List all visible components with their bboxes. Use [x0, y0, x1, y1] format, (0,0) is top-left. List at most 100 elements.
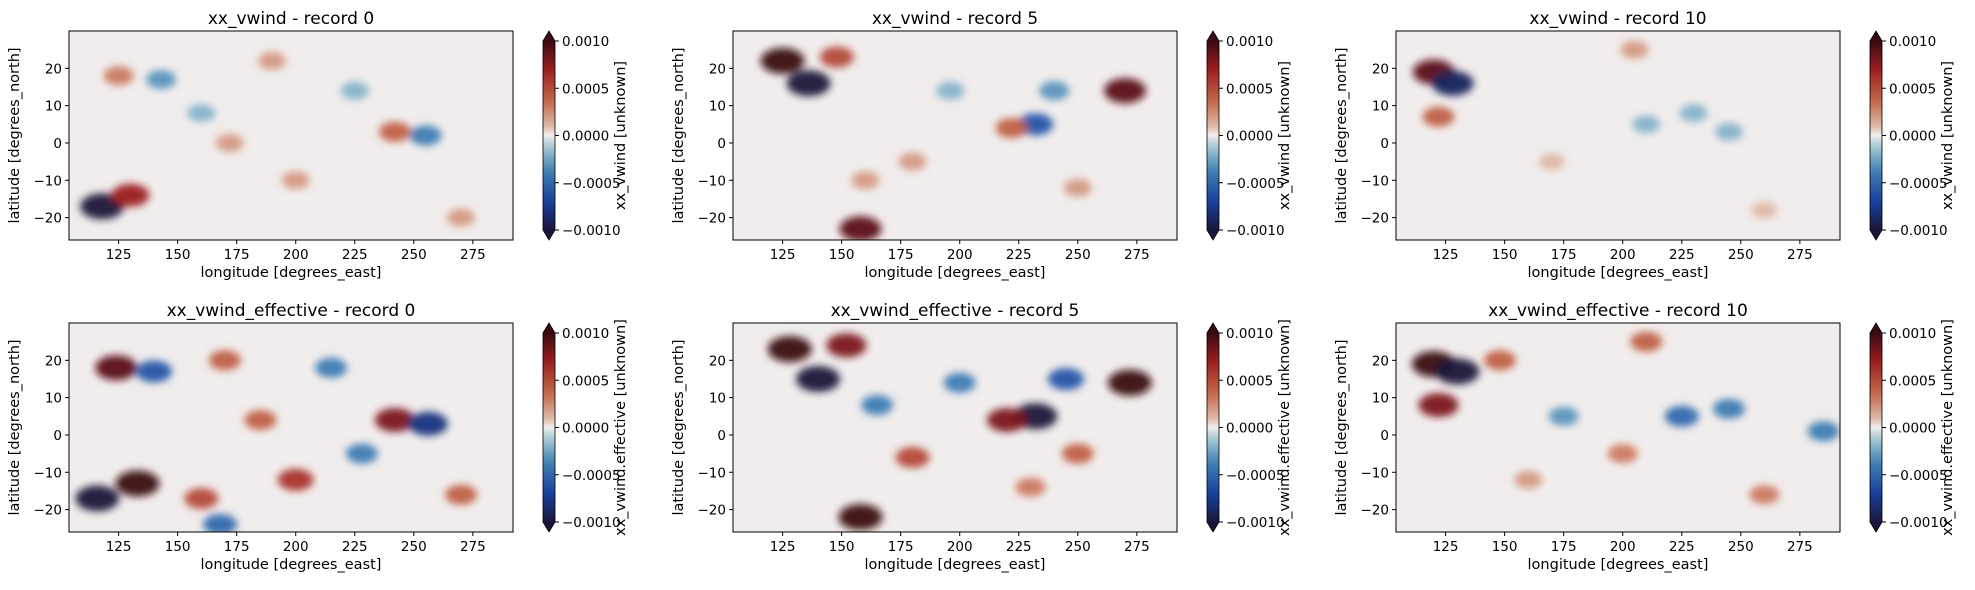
heatmap-feature-8 — [277, 468, 314, 491]
y-axis-label: latitude [degrees_north] — [1334, 339, 1350, 515]
colorbar-tick-label: 0.0000 — [1889, 129, 1936, 145]
heatmap-feature-12 — [1015, 477, 1046, 497]
x-tick-label: 250 — [1065, 247, 1091, 263]
heatmap-feature-5 — [1630, 331, 1663, 352]
y-axis-label: latitude [degrees_north] — [1334, 47, 1350, 223]
y-axis-label: latitude [degrees_north] — [671, 339, 687, 515]
heatmap-feature-2 — [95, 355, 138, 381]
colorbar-extend-max — [543, 31, 555, 41]
y-tick-label: −10 — [698, 173, 727, 189]
heatmap-feature-7 — [1807, 421, 1840, 442]
plot-frame — [1395, 322, 1841, 533]
x-axis-label: longitude [degrees_east] — [865, 557, 1046, 573]
y-tick-label: −20 — [698, 211, 727, 227]
heatmap-feature-3 — [838, 504, 883, 531]
heatmap-feature-5 — [409, 125, 442, 146]
plot-frame — [732, 322, 1178, 533]
heatmap-feature-7 — [1538, 153, 1565, 171]
y-tick-label: 0 — [1380, 136, 1389, 152]
heatmap-feature-3 — [136, 360, 172, 383]
colorbar-tick-label: −0.0010 — [1226, 515, 1285, 531]
colorbar-gradient — [543, 41, 555, 230]
x-tick-label: 200 — [1610, 247, 1636, 263]
colorbar-tick-label: 0.0005 — [1889, 373, 1936, 389]
heatmap-feature-2 — [819, 46, 854, 68]
x-tick-label: 150 — [165, 539, 191, 555]
colorbar: 0.0010 0.0005 0.0000 −0.0005 −0.0010xx_vwind… — [1869, 319, 1956, 536]
colorbar-gradient — [543, 333, 555, 522]
x-tick-label: 275 — [1124, 247, 1150, 263]
x-tick-label: 125 — [1433, 539, 1459, 555]
heatmap-feature-9 — [187, 104, 216, 123]
colorbar-tick-label: −0.0005 — [1226, 176, 1285, 192]
heatmap-feature-6 — [1715, 122, 1743, 141]
y-tick-label: 20 — [1372, 61, 1389, 77]
heatmap-feature-3 — [146, 70, 177, 89]
x-tick-label: 225 — [1006, 539, 1032, 555]
colorbar-extend-min — [543, 522, 555, 532]
heatmap-feature-6 — [374, 408, 415, 432]
colorbar-label: xx_vwind.effective [unknown] — [613, 319, 629, 536]
colorbar-extend-max — [1207, 31, 1219, 41]
colorbar-tick-label: 0.0005 — [1889, 81, 1936, 97]
x-tick-label: 200 — [1610, 539, 1636, 555]
heatmap-feature-6 — [995, 118, 1028, 138]
x-tick-label: 125 — [770, 247, 796, 263]
y-tick-label: −10 — [698, 465, 727, 481]
colorbar-extend-max — [1870, 31, 1882, 41]
y-tick-label: 0 — [717, 428, 726, 444]
x-tick-label: 275 — [460, 247, 486, 263]
heatmap-feature-4 — [1664, 405, 1699, 427]
colorbar-tick-label: −0.0005 — [1226, 468, 1285, 484]
panel-2: 125 150 175 200 225 250 275 20 10 0 −10 −20 xx_vwind… — [1334, 9, 1956, 281]
colorbar-gradient — [1207, 41, 1219, 230]
heatmap-feature-9 — [315, 357, 348, 378]
y-tick-label: 0 — [717, 136, 726, 152]
x-tick-label: 225 — [1669, 247, 1695, 263]
heatmap-feature-3 — [1483, 350, 1516, 371]
heatmap-feature-0 — [760, 47, 805, 74]
y-tick-label: −20 — [34, 503, 63, 519]
heatmap-feature-1 — [1435, 358, 1480, 385]
heatmap-feature-1 — [111, 183, 150, 207]
heatmap-feature-7 — [281, 171, 310, 190]
x-tick-label: 125 — [106, 539, 132, 555]
x-tick-label: 250 — [1728, 539, 1754, 555]
heatmap-background — [69, 31, 513, 240]
heatmap-feature-4 — [1104, 78, 1146, 104]
heatmap-feature-2 — [103, 66, 134, 86]
y-tick-label: 10 — [45, 391, 62, 407]
heatmap-feature-11 — [258, 51, 287, 70]
y-tick-label: −20 — [1361, 211, 1390, 227]
plot-frame — [732, 30, 1178, 241]
heatmap-feature-9 — [943, 372, 976, 393]
heatmap-feature-6 — [1713, 398, 1745, 419]
plot-frame — [68, 322, 514, 533]
colorbar-tick-label: −0.0010 — [1889, 515, 1948, 531]
heatmap-feature-10 — [1749, 485, 1780, 505]
heatmap-feature-2 — [1422, 106, 1455, 127]
colorbar-tick-label: 0.0005 — [562, 81, 609, 97]
colorbar-extend-min — [543, 230, 555, 240]
heatmap-feature-7 — [1048, 368, 1084, 390]
chart-title: xx_vwind - record 10 — [1529, 9, 1706, 29]
y-tick-label: 20 — [709, 353, 726, 369]
heatmap-feature-1 — [1431, 70, 1474, 96]
colorbar-tick-label: 0.0010 — [1226, 34, 1273, 50]
colorbar-tick-label: 0.0000 — [562, 421, 609, 437]
panel-1: 125 150 175 200 225 250 275 20 10 0 −10 −20 xx_vwind… — [671, 9, 1293, 281]
y-tick-label: 20 — [45, 353, 62, 369]
colorbar-tick-label: 0.0005 — [562, 373, 609, 389]
chart-title: xx_vwind_effective - record 10 — [1488, 301, 1748, 321]
colorbar-tick-label: 0.0010 — [1889, 34, 1936, 50]
heatmap-background — [733, 323, 1177, 532]
colorbar-extend-min — [1870, 522, 1882, 532]
panel-0: 125 150 175 200 225 250 275 20 10 0 −10 −20 xx_vwind… — [7, 9, 629, 281]
heatmap-feature-11 — [1063, 178, 1092, 197]
heatmap-feature-4 — [1679, 104, 1708, 123]
x-tick-label: 275 — [1787, 539, 1813, 555]
colorbar-tick-label: −0.0005 — [1889, 176, 1948, 192]
colorbar-tick-label: 0.0010 — [1889, 326, 1936, 342]
heatmap-feature-7 — [1039, 81, 1070, 101]
